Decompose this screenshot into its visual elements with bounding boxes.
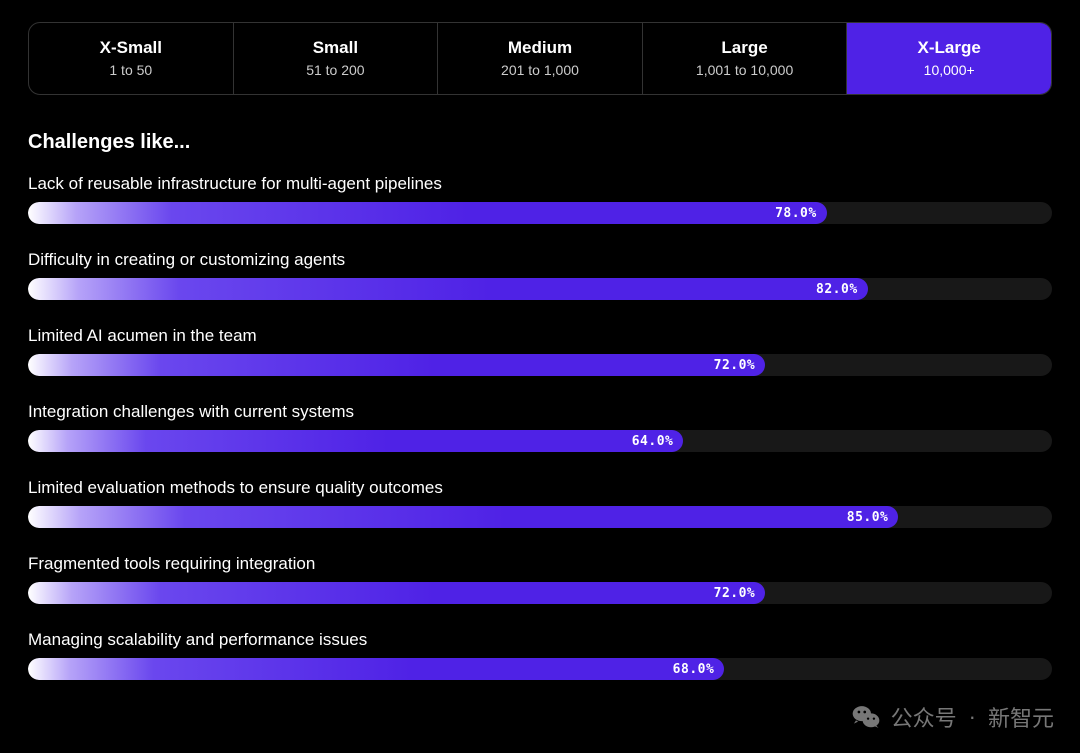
- tab-sub: 1,001 to 10,000: [653, 62, 837, 78]
- bar-fill: 78.0%: [28, 202, 827, 224]
- tab-title: Small: [244, 37, 428, 59]
- tab-sub: 10,000+: [857, 62, 1041, 78]
- tab-title: X-Small: [39, 37, 223, 59]
- tab-large[interactable]: Large 1,001 to 10,000: [643, 23, 848, 94]
- bar-value: 68.0%: [673, 662, 715, 677]
- tab-sub: 51 to 200: [244, 62, 428, 78]
- bar-value: 72.0%: [714, 358, 756, 373]
- bar-track: 68.0%: [28, 658, 1052, 680]
- bar-fill: 85.0%: [28, 506, 898, 528]
- bar-label: Integration challenges with current syst…: [28, 402, 1052, 422]
- bar-fill: 68.0%: [28, 658, 724, 680]
- bar-track: 85.0%: [28, 506, 1052, 528]
- bar-label: Managing scalability and performance iss…: [28, 630, 1052, 650]
- bar-row: Fragmented tools requiring integration 7…: [28, 554, 1052, 604]
- bar-row: Integration challenges with current syst…: [28, 402, 1052, 452]
- tab-title: Medium: [448, 37, 632, 59]
- bar-row: Lack of reusable infrastructure for mult…: [28, 174, 1052, 224]
- bar-fill: 64.0%: [28, 430, 683, 452]
- bar-fill: 82.0%: [28, 278, 868, 300]
- bar-track: 72.0%: [28, 354, 1052, 376]
- tab-title: Large: [653, 37, 837, 59]
- bar-label: Limited evaluation methods to ensure qua…: [28, 478, 1052, 498]
- challenges-chart: Lack of reusable infrastructure for mult…: [28, 174, 1052, 680]
- bar-value: 85.0%: [847, 510, 889, 525]
- bar-value: 64.0%: [632, 434, 674, 449]
- bar-row: Limited evaluation methods to ensure qua…: [28, 478, 1052, 528]
- bar-label: Lack of reusable infrastructure for mult…: [28, 174, 1052, 194]
- tab-medium[interactable]: Medium 201 to 1,000: [438, 23, 643, 94]
- section-title: Challenges like...: [28, 131, 1052, 154]
- bar-value: 82.0%: [816, 282, 858, 297]
- bar-row: Difficulty in creating or customizing ag…: [28, 250, 1052, 300]
- page-root: X-Small 1 to 50 Small 51 to 200 Medium 2…: [0, 0, 1080, 726]
- bar-row: Managing scalability and performance iss…: [28, 630, 1052, 680]
- bar-fill: 72.0%: [28, 354, 765, 376]
- tab-sub: 201 to 1,000: [448, 62, 632, 78]
- tab-x-small[interactable]: X-Small 1 to 50: [29, 23, 234, 94]
- size-tabs: X-Small 1 to 50 Small 51 to 200 Medium 2…: [28, 22, 1052, 95]
- tab-title: X-Large: [857, 37, 1041, 59]
- tab-x-large[interactable]: X-Large 10,000+: [847, 23, 1051, 94]
- bar-track: 64.0%: [28, 430, 1052, 452]
- bar-track: 78.0%: [28, 202, 1052, 224]
- bar-label: Difficulty in creating or customizing ag…: [28, 250, 1052, 270]
- bar-label: Fragmented tools requiring integration: [28, 554, 1052, 574]
- bar-value: 78.0%: [775, 206, 817, 221]
- bar-label: Limited AI acumen in the team: [28, 326, 1052, 346]
- bar-fill: 72.0%: [28, 582, 765, 604]
- bar-track: 72.0%: [28, 582, 1052, 604]
- bar-track: 82.0%: [28, 278, 1052, 300]
- tab-sub: 1 to 50: [39, 62, 223, 78]
- bar-row: Limited AI acumen in the team 72.0%: [28, 326, 1052, 376]
- bar-value: 72.0%: [714, 586, 756, 601]
- tab-small[interactable]: Small 51 to 200: [234, 23, 439, 94]
